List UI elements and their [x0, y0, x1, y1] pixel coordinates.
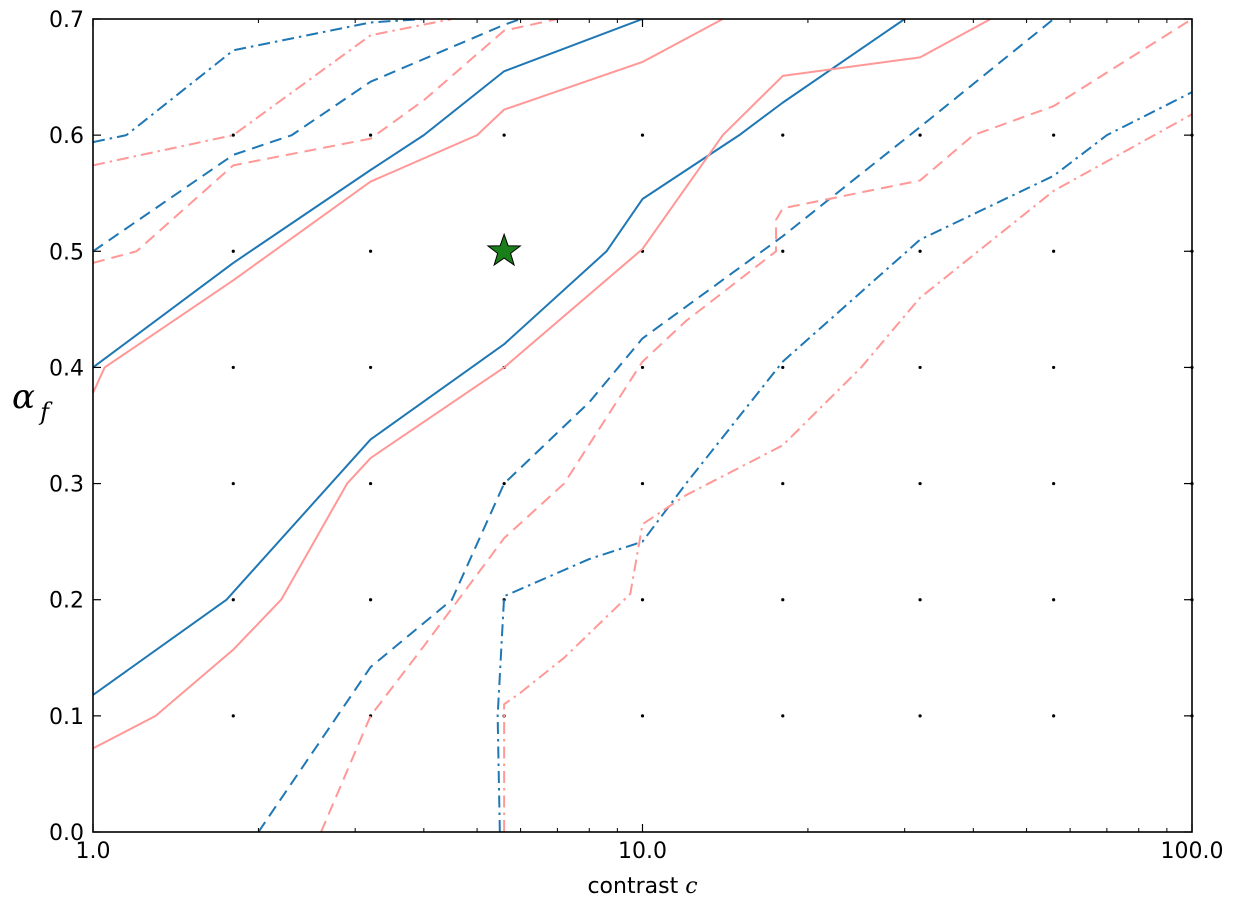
- x-tick-label: 100.0: [1161, 839, 1224, 864]
- y-tick-label: 0.2: [49, 589, 84, 614]
- series-layer: [93, 19, 1192, 832]
- series-line-6: [496, 91, 1192, 832]
- sample-grid-dot: [640, 598, 645, 602]
- y-tick-label: 0.4: [49, 356, 84, 381]
- x-tick-label: 1.0: [76, 839, 111, 864]
- series-line-7: [93, 19, 724, 394]
- y-axis-label-symbol: α: [12, 377, 35, 417]
- series-line-5: [93, 19, 424, 144]
- sample-grid-dot: [1052, 249, 1056, 253]
- sample-grid-dot: [781, 249, 785, 253]
- sample-grid-dot: [231, 365, 235, 370]
- sample-grid-dot: [781, 481, 785, 486]
- series-line-4: [257, 19, 1055, 832]
- sample-grid-dot: [918, 714, 922, 718]
- sample-grid-dots: [231, 133, 1194, 718]
- series-line-11: [93, 19, 453, 167]
- sample-grid-dot: [1052, 481, 1056, 486]
- sample-grid-dot: [918, 365, 922, 370]
- sample-grid-dot: [1052, 133, 1056, 137]
- sample-grid-dot: [231, 598, 235, 602]
- series-line-2: [93, 19, 906, 696]
- sample-grid-dot: [640, 714, 645, 718]
- marker-layer: [486, 232, 522, 267]
- sample-grid-dot: [918, 598, 922, 602]
- series-line-12: [503, 113, 1192, 832]
- y-tick-label: 0.1: [49, 705, 84, 730]
- sample-grid-dot: [1052, 598, 1056, 602]
- y-tick-label: 0.0: [49, 821, 84, 846]
- sample-grid-dot: [368, 365, 373, 370]
- sample-grid-dot: [231, 481, 235, 486]
- series-line-10: [320, 19, 1192, 832]
- x-axis-label: contrast c: [587, 874, 697, 899]
- tick-layer: 1.0 10.0 100.0 0.0 0.1 0.2 0.3 0.4 0.5 0.6 0.7: [49, 8, 1223, 864]
- sample-grid-dot: [640, 365, 645, 370]
- sample-grid-dot: [640, 133, 645, 137]
- x-axis-label-text: contrast: [587, 874, 678, 899]
- y-tick-label: 0.3: [49, 473, 84, 498]
- sample-grid-dot: [231, 714, 235, 718]
- sample-grid-dot: [1052, 365, 1056, 370]
- sample-grid-dot: [368, 133, 373, 137]
- sample-grid-dot: [502, 481, 506, 486]
- y-tick-label: 0.7: [49, 8, 84, 33]
- x-axis-label-var: c: [685, 874, 697, 899]
- y-axis-label-subscript: f: [38, 398, 53, 426]
- series-line-9: [93, 19, 558, 264]
- series-line-1: [93, 19, 643, 369]
- sample-grid-dot: [918, 133, 922, 137]
- sample-grid-dot: [918, 481, 922, 486]
- y-tick-label: 0.6: [49, 124, 84, 149]
- series-line-8: [93, 19, 992, 750]
- sample-grid-dot: [781, 714, 785, 718]
- x-tick-label: 10.0: [618, 839, 667, 864]
- sample-grid-dot: [1052, 714, 1056, 718]
- sample-grid-dot: [231, 249, 235, 253]
- series-line-3: [93, 19, 521, 253]
- star-marker: [486, 232, 522, 267]
- sample-grid-dot: [368, 481, 373, 486]
- sample-grid-dot: [781, 598, 785, 602]
- sample-grid-dot: [231, 133, 235, 137]
- sample-grid-dot: [368, 249, 373, 253]
- sample-grid-dot: [918, 249, 922, 253]
- y-axis-label: α f: [12, 377, 53, 426]
- sample-grid-dot: [781, 133, 785, 137]
- plot-frame: [92, 18, 1193, 833]
- sample-grid-dot: [502, 133, 506, 137]
- sample-grid-dot: [640, 481, 645, 486]
- sample-grid-dot: [368, 598, 373, 602]
- sample-grid-dot: [781, 365, 785, 370]
- y-tick-label: 0.5: [49, 240, 84, 265]
